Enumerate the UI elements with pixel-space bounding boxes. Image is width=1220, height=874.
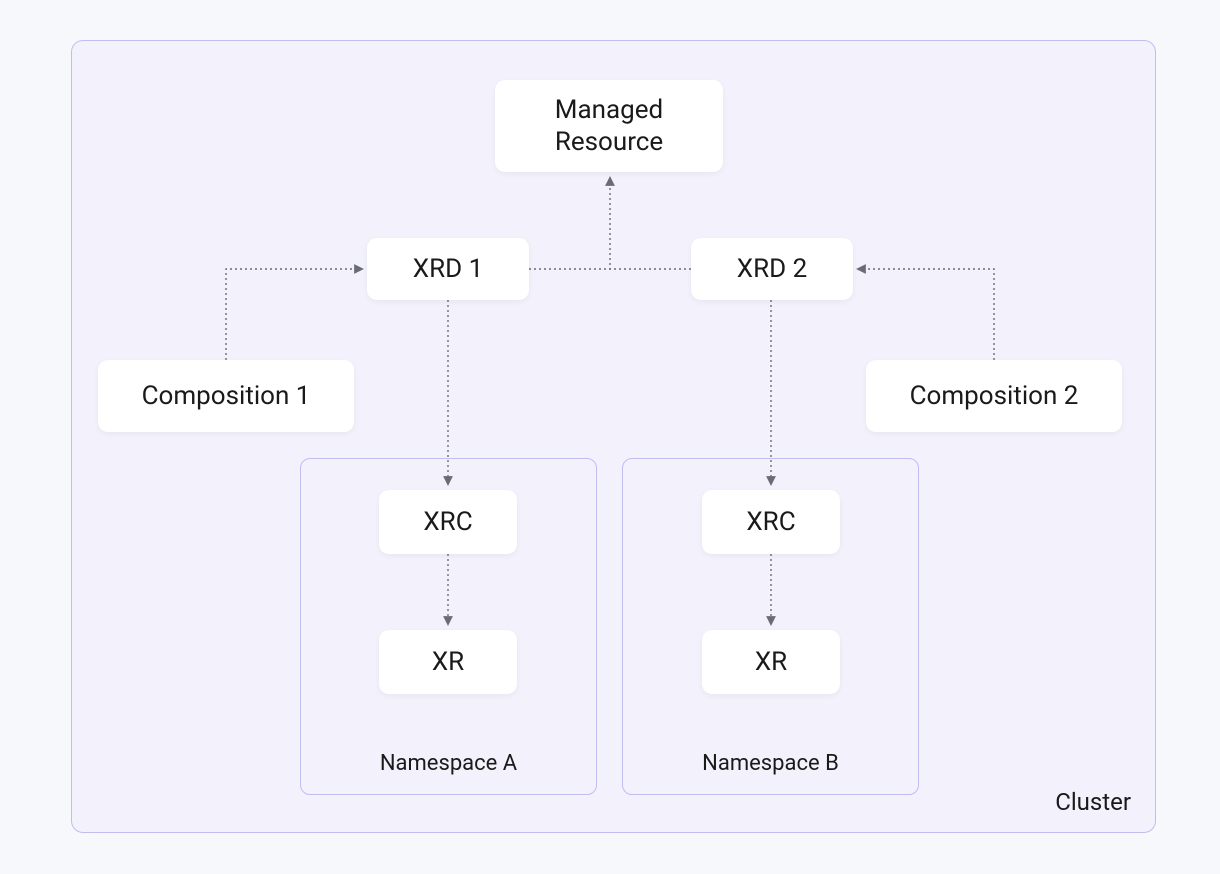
node-managed-resource: ManagedResource [495,80,723,172]
namespace-a-label: Namespace A [380,751,517,776]
node-composition-2: Composition 2 [866,360,1122,432]
node-xrd-1: XRD 1 [367,238,529,300]
node-xrc-b: XRC [702,490,840,554]
node-xrd-2: XRD 2 [691,238,853,300]
cluster-label: Cluster [1055,788,1131,816]
node-xr-b: XR [702,630,840,694]
node-xr-a: XR [379,630,517,694]
node-xrc-a: XRC [379,490,517,554]
namespace-b-label: Namespace B [702,751,839,776]
node-composition-1: Composition 1 [98,360,354,432]
